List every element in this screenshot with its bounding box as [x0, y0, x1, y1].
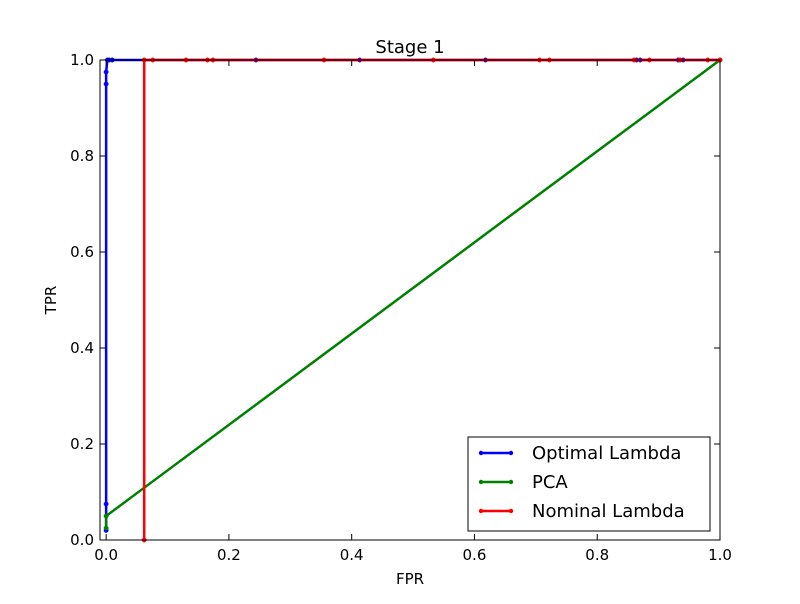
y-tick-label: 0.8 — [70, 147, 94, 165]
chart-title: Stage 1 — [375, 37, 444, 58]
legend-swatch-marker — [478, 508, 484, 514]
legend-label: PCA — [532, 472, 568, 493]
x-tick-label: 1.0 — [708, 546, 732, 564]
legend-swatch-marker — [508, 450, 514, 456]
legend-swatch-marker — [478, 479, 484, 485]
y-tick-label: 0.4 — [70, 339, 94, 357]
legend-swatch-marker — [508, 479, 514, 485]
plot-frame — [99, 59, 721, 541]
y-tick-label: 0.2 — [70, 435, 94, 453]
legend-item-optimal-lambda: Optimal Lambda — [478, 443, 681, 464]
y-tick-label: 0.0 — [70, 531, 94, 549]
data-point-optimal-lambda — [103, 81, 109, 87]
data-point-optimal-lambda — [103, 69, 109, 75]
x-tick-label: 0.4 — [340, 546, 364, 564]
data-point-pca — [103, 525, 109, 531]
x-tick-label: 0.8 — [585, 546, 609, 564]
legend-swatch-marker — [508, 508, 514, 514]
x-tick-label: 0.6 — [463, 546, 487, 564]
x-tick-label: 0.0 — [94, 546, 118, 564]
data-point-optimal-lambda — [103, 501, 109, 507]
legend-label: Optimal Lambda — [532, 443, 681, 464]
legend-label: Nominal Lambda — [532, 501, 685, 522]
x-axis-label: FPR — [396, 570, 424, 588]
x-tick-label: 0.2 — [217, 546, 241, 564]
legend-item-nominal-lambda: Nominal Lambda — [478, 501, 685, 522]
y-axis-label: TPR — [42, 286, 60, 316]
y-tick-label: 1.0 — [70, 51, 94, 69]
legend: Optimal Lambda PCA Nominal Lambda — [467, 436, 711, 532]
tick-layer: 0.0 0.2 0.4 0.6 0.8 1.0 0.0 0.2 0.4 0.6 0.8 1.0 — [70, 51, 732, 564]
legend-swatch-marker — [478, 450, 484, 456]
legend-item-pca: PCA — [478, 472, 568, 493]
y-tick-label: 0.6 — [70, 243, 94, 261]
data-point-pca — [103, 513, 109, 519]
